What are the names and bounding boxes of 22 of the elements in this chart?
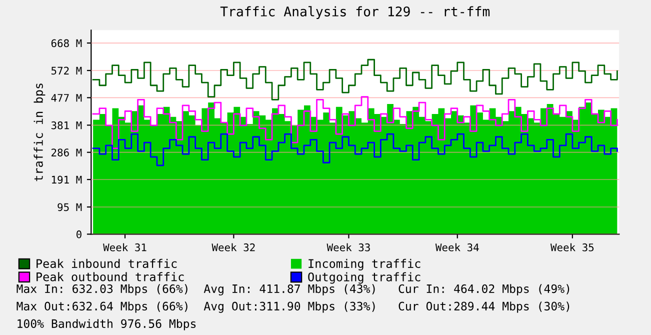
x-tick-label: Week 31 (103, 243, 146, 252)
y-tick-label: 477 M (51, 94, 82, 102)
text: 100% Bandwidth 976.56 Mbps (18, 319, 196, 330)
y-tick-label: 668 M (51, 39, 82, 48)
x-tick-label: Week 33 (326, 243, 370, 252)
y-tick-label: 381 M (51, 121, 82, 130)
x-tick-label: Week 35 (550, 243, 594, 252)
y-tick-label: 286 M (52, 148, 82, 156)
legend-label: Peak outbound traffic (36, 272, 184, 282)
legend-label: Outgoing traffic (308, 272, 420, 284)
y-tick-label: 95 M (58, 203, 82, 212)
y-tick-label: 191 M (52, 176, 82, 184)
y-tick-label: 572 M (51, 66, 82, 75)
text: Max In: 632.03 Mbps (66%) Avg In: 411.87 Mbps (43%) Cur In: 464.02 Mbps (49%) (16, 284, 570, 296)
x-tick-label: Week 34 (435, 243, 479, 252)
chart-title: Traffic Analysis for 129 -- rt-ffm (220, 6, 490, 20)
legend-label: Peak inbound traffic (36, 258, 177, 268)
x-tick-label: Week 32 (212, 243, 255, 252)
legend-label: Incoming traffic (308, 258, 420, 270)
y-tick-label: 0 (76, 230, 82, 238)
y-axis-title: traffic in bps (34, 84, 46, 182)
text: Max Out:632.64 Mbps (66%) Avg Out:311.90 Mbps (33%) Cur Out:289.44 Mbps (30%) (16, 302, 570, 313)
